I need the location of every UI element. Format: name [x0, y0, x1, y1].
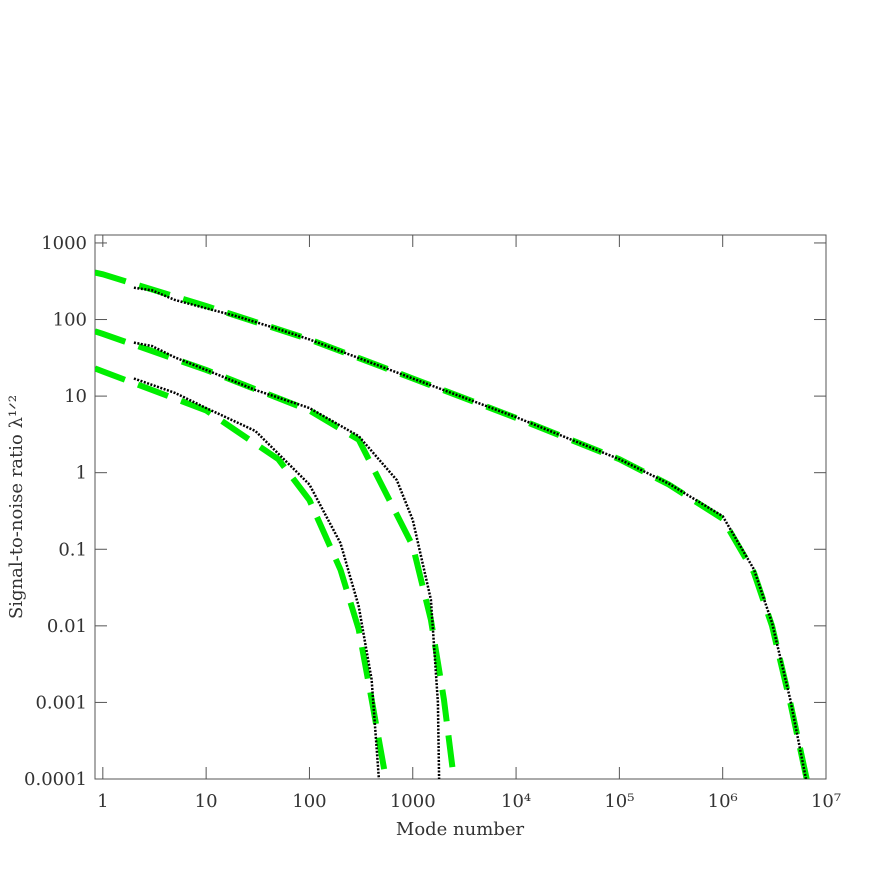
- x-tick-label: 10⁵: [604, 791, 634, 812]
- y-tick-label: 0.1: [58, 539, 87, 560]
- x-tick-label: 10⁶: [708, 791, 738, 812]
- y-tick-label: 10: [64, 386, 87, 407]
- y-tick-label: 1: [76, 463, 87, 484]
- y-tick-label: 0.01: [47, 616, 87, 637]
- x-tick-label: 10⁷: [811, 791, 841, 812]
- x-tick-label: 1000: [390, 791, 436, 812]
- model-curve: [95, 328, 457, 779]
- plot-frame: [94, 234, 827, 780]
- y-axis-label: Signal-to-noise ratio λ¹ᐟ²: [6, 395, 27, 619]
- x-tick-label: 10: [195, 791, 218, 812]
- data-curve: [133, 341, 441, 779]
- model-curve: [95, 365, 389, 779]
- x-tick-label: 10⁴: [501, 791, 531, 812]
- y-tick-label: 0.001: [35, 692, 87, 713]
- x-axis-label: Mode number: [396, 819, 525, 840]
- data-curve: [133, 286, 808, 779]
- y-tick-label: 100: [53, 310, 87, 331]
- y-tick-label: 1000: [41, 233, 87, 254]
- x-tick-label: 100: [292, 791, 326, 812]
- model-curve: [95, 269, 810, 779]
- x-tick-label: 1: [97, 791, 108, 812]
- y-tick-label: 0.0001: [24, 769, 87, 790]
